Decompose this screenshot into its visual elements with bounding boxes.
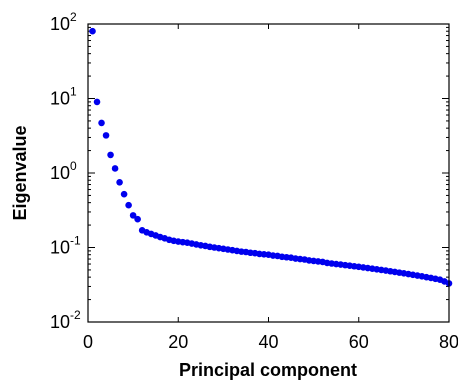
data-point	[89, 27, 96, 35]
data-point	[134, 215, 141, 223]
x-tick-labels: 0 20 40 60 80	[83, 332, 458, 352]
data-point	[120, 190, 128, 198]
y-tick-base: 10	[50, 14, 70, 34]
y-tick-base: 10	[50, 163, 70, 183]
y-tick-exponent: -1	[70, 234, 81, 248]
y-tick-label: 100	[50, 159, 77, 183]
y-tick-base: 10	[50, 238, 70, 258]
x-axis-label: Principal component	[179, 360, 357, 380]
y-axis-label: Eigenvalue	[10, 125, 30, 220]
y-tick-label: 101	[50, 85, 77, 109]
data-point	[116, 179, 123, 186]
y-tick-base: 10	[50, 89, 70, 109]
x-tick-label: 40	[258, 332, 278, 352]
data-point	[93, 98, 101, 106]
data-point	[129, 212, 137, 219]
data-point	[125, 201, 132, 209]
y-tick-base: 10	[50, 312, 70, 332]
y-tick-exponent: 1	[70, 85, 77, 99]
data-point	[98, 119, 105, 127]
x-tick-label: 20	[168, 332, 188, 352]
plot-frame	[87, 23, 450, 323]
y-tick-exponent: -2	[70, 308, 81, 322]
y-tick-label: 102	[50, 10, 77, 34]
y-tick-exponent: 0	[70, 159, 77, 173]
y-tick-label: 10-2	[50, 308, 81, 332]
x-tick-label: 0	[83, 332, 93, 352]
axis-ticks	[87, 23, 450, 323]
data-point	[107, 151, 114, 159]
x-tick-label: 60	[349, 332, 369, 352]
data-point	[111, 165, 119, 172]
x-tick-label: 80	[439, 332, 458, 352]
data-points	[89, 27, 453, 287]
data-point	[102, 132, 110, 139]
y-tick-exponent: 2	[70, 10, 77, 24]
y-tick-label: 10-1	[50, 234, 81, 258]
